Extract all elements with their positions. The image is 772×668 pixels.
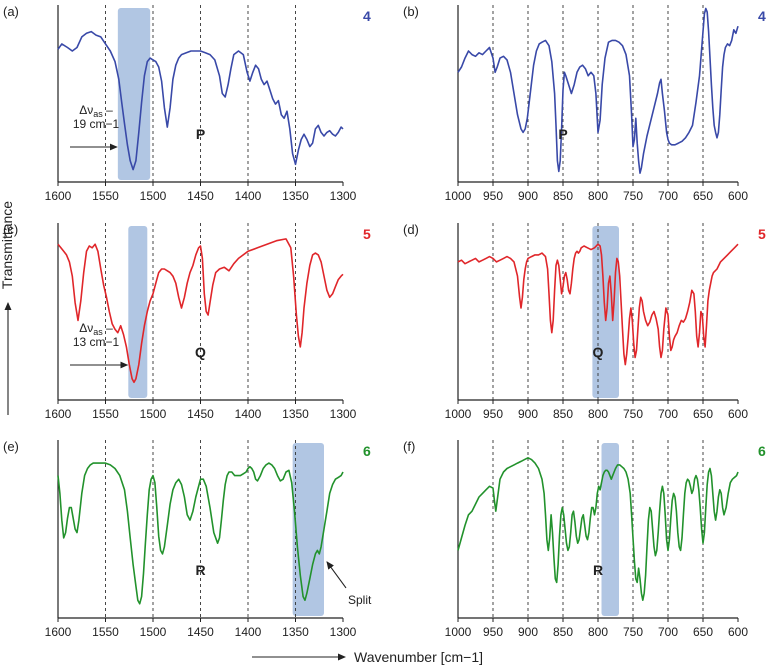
spectrum-line	[57, 462, 344, 605]
x-tick-label: 600	[728, 189, 748, 203]
delta-nu-subscript: as	[93, 327, 103, 337]
x-tick-label: 1400	[235, 407, 262, 421]
x-tick-label: 650	[693, 407, 713, 421]
x-tick-label: 600	[728, 625, 748, 639]
delta-nu-symbol: Δν	[79, 321, 93, 335]
x-tick-label: 1600	[45, 407, 72, 421]
compound-number: 6	[758, 443, 766, 459]
x-tick-label: 650	[693, 189, 713, 203]
delta-nu-value: 13 cm−1	[73, 335, 120, 349]
spectrum-line	[457, 243, 739, 366]
x-tick-label: 850	[553, 625, 573, 639]
x-tick-label: 700	[658, 189, 678, 203]
x-tick-label: 900	[518, 407, 538, 421]
panel-f: 1000 950 900 850 800 750 700 650 600 (f) 6 R	[403, 439, 766, 639]
x-tick-label: 1600	[45, 625, 72, 639]
x-axis-label: Wavenumber [cm−1]	[354, 649, 483, 665]
panel-label: (d)	[403, 222, 419, 237]
x-tick-label: 700	[658, 407, 678, 421]
highlight-band	[117, 8, 151, 180]
x-tick-label: 1300	[330, 625, 357, 639]
panel-label: (c)	[3, 222, 18, 237]
x-tick-label: 950	[483, 189, 503, 203]
delta-nu-dash: –	[103, 321, 113, 335]
spectrum-line	[57, 30, 344, 171]
x-tick-label: 650	[693, 625, 713, 639]
spectrum-line	[457, 7, 739, 174]
x-tick-label: 600	[728, 407, 748, 421]
x-tick-label: 1500	[140, 625, 167, 639]
panel-c: 1600 1550 1500 1450 1400 1350 1300 (c) 5 Q Δνas –1…	[3, 222, 371, 421]
panel-d: 1000 950 900 850 800 750 700 650 600 (d) 5 Q	[403, 222, 766, 421]
x-tick-label: 900	[518, 189, 538, 203]
x-tick-label: 800	[588, 625, 608, 639]
x-tick-label: 1600	[45, 189, 72, 203]
delta-nu-symbol: Δν	[79, 103, 93, 117]
band-letter: R	[195, 562, 205, 578]
x-tick-label: 800	[588, 189, 608, 203]
x-tick-label: 850	[553, 189, 573, 203]
x-tick-label: 1350	[282, 407, 309, 421]
x-tick-label: 750	[623, 407, 643, 421]
x-tick-label: 1550	[92, 407, 119, 421]
band-letter: Q	[593, 344, 604, 360]
band-letter: Q	[195, 344, 206, 360]
x-tick-label: 1450	[187, 189, 214, 203]
panel-label: (a)	[3, 4, 19, 19]
x-tick-label: 1400	[235, 189, 262, 203]
x-tick-label: 1500	[140, 407, 167, 421]
panel-b: 1000 950 900 850 800 750 700 650 600 (b) 4 P	[403, 4, 766, 203]
panel-a: 1600 1550 1500 1450 1400 1350 1300 (a) 4 P Δνas –1…	[3, 4, 371, 203]
x-tick-label: 1300	[330, 189, 357, 203]
x-tick-label: 1350	[282, 625, 309, 639]
y-axis-label: Transmittance	[0, 201, 15, 289]
x-tick-label: 750	[623, 189, 643, 203]
split-arrow	[326, 561, 347, 589]
x-tick-label: 1550	[92, 189, 119, 203]
x-tick-label: 1000	[445, 189, 472, 203]
x-tick-label: 1350	[282, 189, 309, 203]
compound-number: 4	[758, 8, 766, 24]
spectrum-line	[57, 238, 344, 384]
x-tick-label: 1000	[445, 625, 472, 639]
spectrum-line	[457, 457, 739, 601]
compound-number: 6	[363, 443, 371, 459]
band-letter: P	[196, 126, 205, 142]
compound-number: 5	[363, 226, 371, 242]
x-tick-label: 950	[483, 625, 503, 639]
band-letter: R	[593, 562, 603, 578]
delta-nu-dash: –	[103, 103, 113, 117]
panel-label: (f)	[403, 439, 415, 454]
x-tick-label: 1550	[92, 625, 119, 639]
x-tick-label: 750	[623, 625, 643, 639]
x-tick-label: 1400	[235, 625, 262, 639]
compound-number: 4	[363, 8, 371, 24]
x-tick-label: 700	[658, 625, 678, 639]
x-tick-label: 950	[483, 407, 503, 421]
x-tick-label: 800	[588, 407, 608, 421]
compound-number: 5	[758, 226, 766, 242]
delta-nu-value: 19 cm−1	[73, 117, 120, 131]
panel-label: (e)	[3, 439, 19, 454]
x-tick-label: 1450	[187, 625, 214, 639]
split-label: Split	[348, 593, 372, 607]
highlight-band	[128, 226, 148, 398]
delta-nu-label: Δνas –	[79, 103, 113, 119]
panel-e: 1600 1550 1500 1450 1400 1350 1300 (e) 6 R Split	[3, 439, 372, 639]
highlight-band	[601, 443, 619, 616]
x-tick-label: 900	[518, 625, 538, 639]
x-tick-label: 1000	[445, 407, 472, 421]
x-tick-label: 850	[553, 407, 573, 421]
delta-nu-label: Δνas –	[79, 321, 113, 337]
x-tick-label: 1450	[187, 407, 214, 421]
delta-nu-subscript: as	[93, 109, 103, 119]
x-tick-label: 1300	[330, 407, 357, 421]
x-tick-label: 1500	[140, 189, 167, 203]
panel-label: (b)	[403, 4, 419, 19]
band-letter: P	[558, 126, 567, 142]
